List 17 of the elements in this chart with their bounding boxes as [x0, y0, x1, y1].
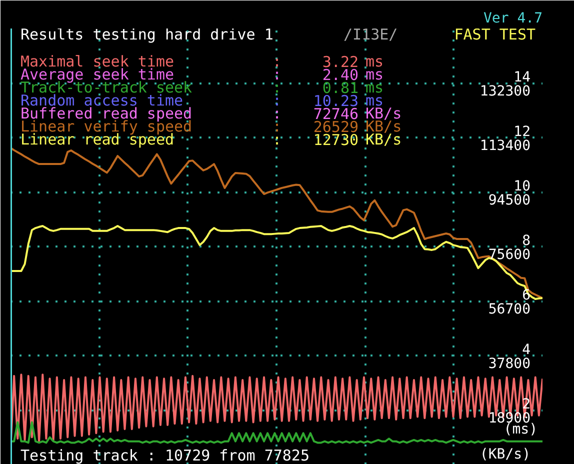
y-tick-label: 37800 [488, 356, 531, 372]
chart-subtitle: /I13E/ [344, 26, 398, 44]
y-tick-label: 132300 [480, 84, 531, 100]
y-tick-label: 75600 [488, 247, 531, 263]
y2-tick-label: 14 [514, 70, 530, 86]
y-axis-title: (KB/s) [480, 446, 531, 462]
y2-tick-label: 4 [522, 342, 531, 358]
annotation: FAST TEST [454, 26, 536, 44]
y-tick-label: 56700 [488, 302, 531, 318]
y2-tick-label: 10 [514, 178, 530, 194]
y-tick-label: 94500 [488, 192, 531, 208]
text: Ver 4.7 [484, 10, 543, 26]
y2-tick-label: 12 [514, 124, 530, 140]
annotation: Testing track : 10729 from 77825 [20, 446, 310, 464]
y-tick-label: 113400 [480, 138, 531, 154]
y2-tick-label: 6 [522, 288, 531, 304]
y2-tick-label: 8 [522, 233, 531, 249]
